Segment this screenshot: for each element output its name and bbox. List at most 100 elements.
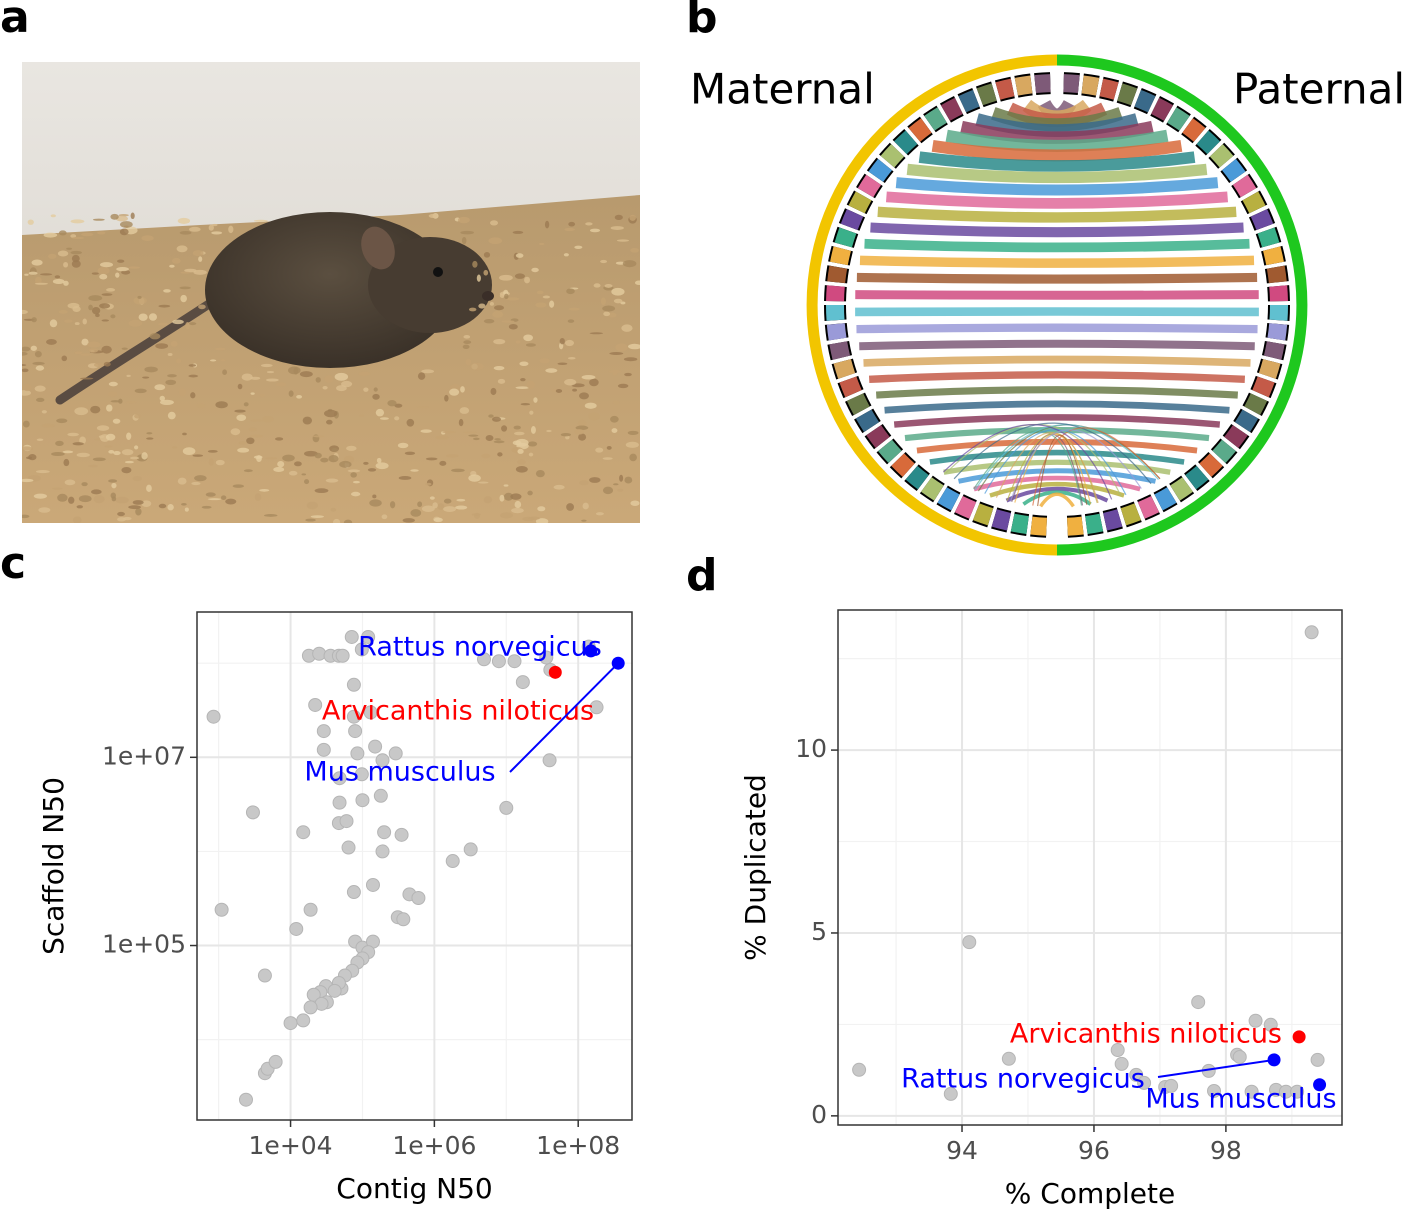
bedding-chip bbox=[141, 452, 148, 460]
bedding-chip bbox=[222, 369, 228, 376]
ideogram bbox=[1099, 78, 1119, 100]
bedding-chip bbox=[602, 457, 613, 460]
y-tick-label: 0 bbox=[811, 1100, 827, 1129]
bedding-chip bbox=[500, 512, 513, 519]
bedding-chip bbox=[523, 334, 533, 342]
ideogram bbox=[1269, 285, 1288, 302]
bedding-chip bbox=[99, 303, 111, 309]
bedding-chip bbox=[589, 228, 601, 233]
data-point bbox=[361, 629, 376, 644]
highlight-point bbox=[611, 656, 625, 670]
ideogram bbox=[846, 393, 870, 416]
bedding-chip bbox=[490, 220, 499, 226]
bedding-chip bbox=[90, 405, 101, 414]
data-point bbox=[348, 724, 363, 739]
bedding-chip bbox=[74, 407, 89, 416]
bedding-chip bbox=[622, 260, 637, 268]
bedding-chip bbox=[610, 415, 619, 423]
bedding-chip bbox=[389, 501, 396, 509]
bedding-chip bbox=[121, 467, 132, 474]
bedding-chip bbox=[159, 395, 165, 402]
bedding-chip bbox=[627, 430, 639, 435]
bedding-chip bbox=[489, 301, 494, 306]
bedding-chip bbox=[254, 493, 262, 501]
label-connector bbox=[509, 662, 619, 773]
bedding-chip bbox=[571, 383, 585, 388]
ideogram bbox=[1221, 158, 1246, 182]
panel-label: c bbox=[0, 538, 26, 589]
bedding-chip bbox=[230, 428, 241, 436]
bedding-chip bbox=[462, 344, 470, 349]
bedding-chip bbox=[115, 272, 120, 278]
bedding-chip bbox=[134, 413, 141, 419]
bedding-chip bbox=[192, 454, 204, 457]
ideogram bbox=[908, 118, 932, 142]
bedding-chip bbox=[70, 219, 85, 224]
bedding-chip bbox=[398, 476, 412, 480]
ideogram bbox=[1170, 477, 1193, 501]
data-point bbox=[515, 675, 530, 690]
bedding-chip bbox=[266, 370, 275, 374]
bedding-chip bbox=[553, 484, 565, 490]
bedding-chip bbox=[100, 262, 114, 268]
bedding-chip bbox=[250, 419, 263, 422]
ideogram bbox=[1212, 439, 1236, 464]
bedding-chip bbox=[481, 453, 491, 459]
data-point bbox=[1001, 1051, 1016, 1066]
bedding-chip bbox=[34, 282, 48, 285]
ideogram bbox=[840, 209, 864, 231]
ribbon bbox=[945, 129, 1169, 153]
bedding-chip bbox=[259, 488, 270, 492]
ideogram bbox=[1120, 503, 1142, 526]
bedding-chip bbox=[320, 457, 329, 463]
bedding-chip bbox=[92, 218, 105, 221]
data-point bbox=[943, 1086, 958, 1101]
bedding-chip bbox=[67, 302, 80, 309]
bedding-chip bbox=[515, 465, 528, 473]
bedding-chip bbox=[494, 438, 501, 441]
bedding-chip bbox=[501, 425, 508, 432]
bedding-chip bbox=[205, 492, 216, 497]
bedding-chip bbox=[70, 234, 77, 238]
bedding-chip bbox=[98, 435, 105, 439]
bedding-chip bbox=[476, 274, 481, 282]
bedding-chip bbox=[81, 232, 94, 237]
bedding-chip bbox=[437, 503, 445, 510]
paternal-ring bbox=[1056, 54, 1308, 556]
bedding-chip bbox=[22, 389, 31, 396]
bedding-chip bbox=[236, 414, 247, 421]
ideogram bbox=[924, 107, 947, 131]
data-point bbox=[394, 827, 409, 842]
bedding-chip bbox=[429, 496, 435, 500]
bedding-chip bbox=[32, 361, 45, 366]
bedding-chip bbox=[184, 507, 189, 512]
bedding-chip bbox=[517, 459, 526, 465]
ideogram bbox=[826, 323, 847, 341]
ideogram bbox=[829, 341, 851, 360]
ribbon bbox=[893, 414, 1221, 428]
bedding-chip bbox=[111, 482, 117, 489]
bedding-chip bbox=[81, 338, 89, 346]
bedding-chip bbox=[581, 519, 587, 522]
bedding-chip bbox=[513, 425, 521, 430]
bedding-chip bbox=[68, 496, 75, 504]
bedding-chip bbox=[634, 280, 640, 286]
bedding-chip bbox=[144, 366, 158, 373]
ribbon bbox=[1037, 434, 1088, 507]
circos-right-label: Paternal bbox=[1233, 65, 1405, 114]
bedding-chip bbox=[617, 383, 629, 389]
ribbon bbox=[859, 339, 1255, 351]
ideogram bbox=[834, 227, 857, 248]
bedding-chip bbox=[529, 410, 534, 415]
bedding-chip bbox=[503, 484, 509, 487]
bedding-chip bbox=[220, 495, 227, 500]
bedding-chip bbox=[249, 434, 264, 438]
ideogram bbox=[826, 304, 845, 321]
bedding-chip bbox=[133, 445, 139, 450]
ribbon bbox=[953, 422, 1152, 485]
bedding-chip bbox=[402, 518, 415, 523]
bedding-chip bbox=[106, 404, 113, 412]
bedding-chip bbox=[192, 250, 204, 257]
highlight-label: Arvicanthis niloticus bbox=[322, 696, 594, 727]
bedding-chip bbox=[602, 486, 614, 495]
